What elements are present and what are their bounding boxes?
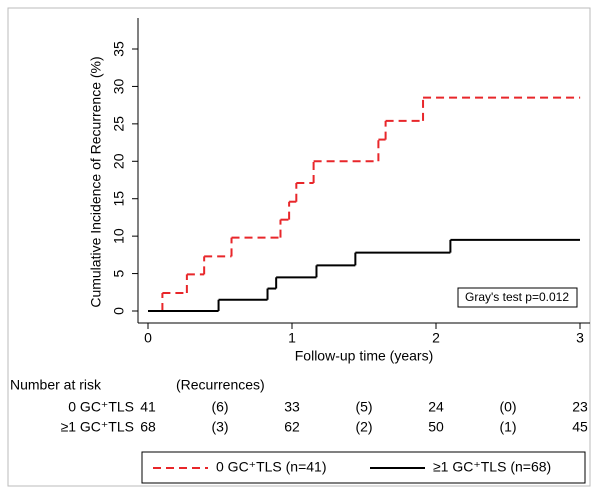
legend xyxy=(141,451,586,484)
x-axis-label: Follow-up time (years) xyxy=(295,348,433,364)
x-tick-label: 2 xyxy=(432,330,440,346)
at-risk: 41 xyxy=(140,399,156,415)
recurrences: (3) xyxy=(211,419,228,435)
x-tick-label: 1 xyxy=(288,330,296,346)
y-tick-label: 10 xyxy=(111,228,127,244)
at-risk: 68 xyxy=(140,419,156,435)
recurrences: (2) xyxy=(355,419,372,435)
y-tick-label: 5 xyxy=(111,269,127,277)
legend-label: ≥1 GC⁺TLS (n=68) xyxy=(433,459,551,475)
at-risk: 62 xyxy=(284,419,300,435)
risk-title: Number at risk xyxy=(10,377,102,393)
x-tick-label: 3 xyxy=(576,330,584,346)
recurrences: (1) xyxy=(499,419,516,435)
y-tick-label: 35 xyxy=(111,41,127,57)
y-tick-label: 0 xyxy=(111,307,127,315)
annotation-box xyxy=(457,287,578,308)
risk-subtitle: (Recurrences) xyxy=(176,377,265,393)
recurrences: (5) xyxy=(355,399,372,415)
risk-row-label: ≥1 GC⁺TLS xyxy=(61,419,134,435)
legend-label: 0 GC⁺TLS (n=41) xyxy=(216,459,327,475)
y-axis-label: Cumulative Incidence of Recurrence (%) xyxy=(88,56,104,307)
risk-row-label: 0 GC⁺TLS xyxy=(68,399,134,415)
y-tick-label: 20 xyxy=(111,153,127,169)
at-risk: 23 xyxy=(572,399,588,415)
y-tick-label: 30 xyxy=(111,78,127,94)
frame xyxy=(7,7,591,487)
at-risk: 24 xyxy=(428,399,444,415)
at-risk: 45 xyxy=(572,419,588,435)
recurrences: (0) xyxy=(499,399,516,415)
annotation: Gray's test p=0.012 xyxy=(465,290,569,304)
at-risk: 50 xyxy=(428,419,444,435)
at-risk: 33 xyxy=(284,399,300,415)
y-tick-label: 15 xyxy=(111,191,127,207)
y-tick-label: 25 xyxy=(111,116,127,132)
x-tick-label: 0 xyxy=(144,330,152,346)
recurrences: (6) xyxy=(211,399,228,415)
